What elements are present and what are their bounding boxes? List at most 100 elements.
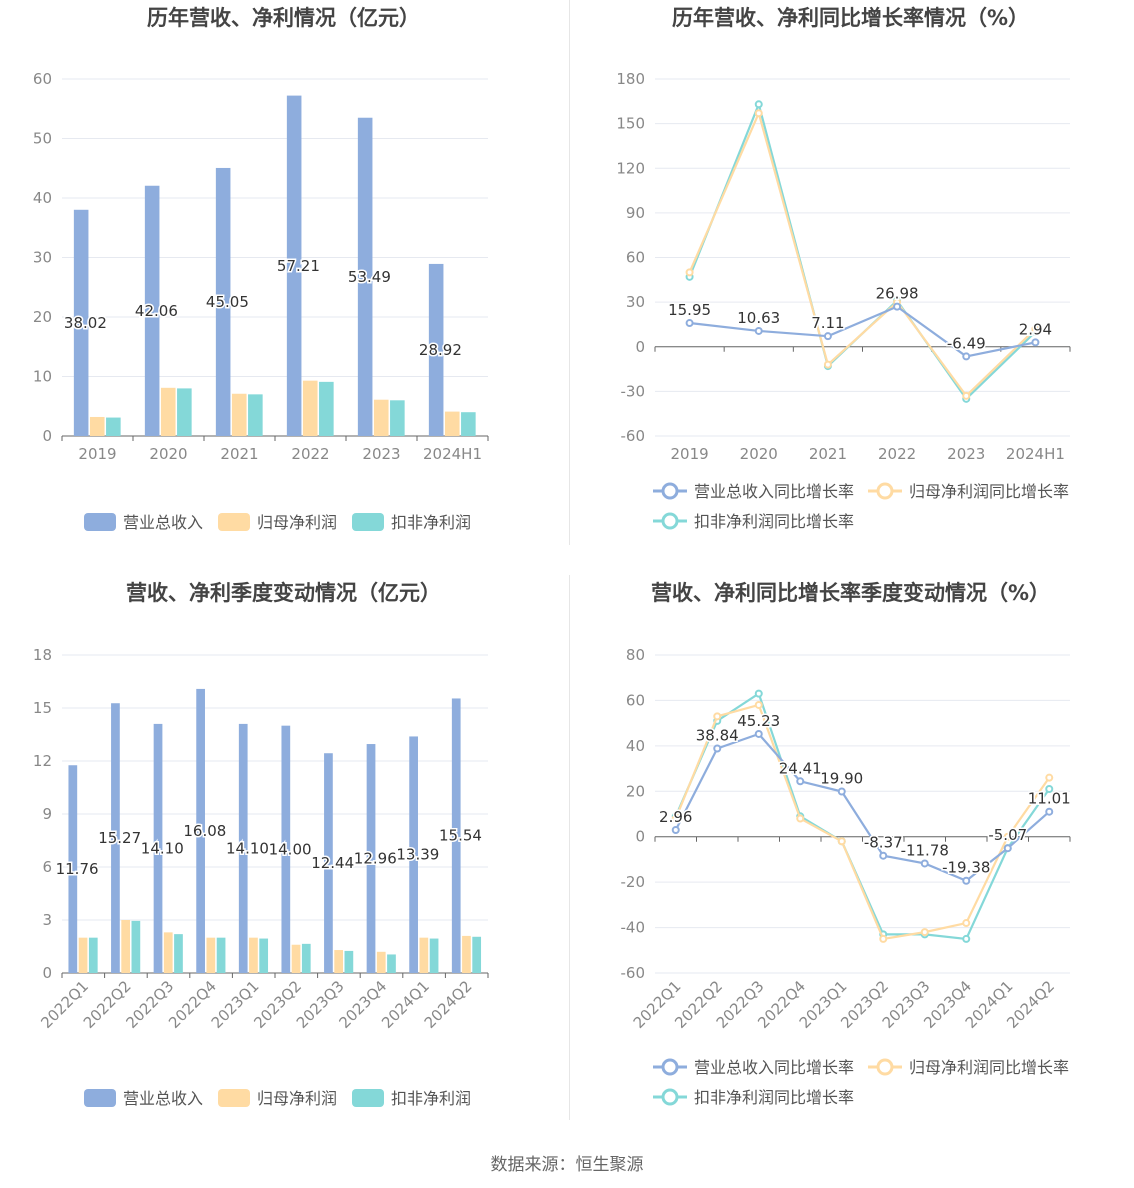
- y-tick-label: 90: [626, 204, 645, 222]
- legend-label: 营业总收入同比增长率: [694, 1058, 854, 1077]
- point-value-label: -19.38: [942, 859, 990, 877]
- bar: [196, 688, 205, 973]
- legend-swatch-marker: [661, 1088, 679, 1106]
- y-tick-label: 18: [33, 646, 52, 664]
- bar: [462, 935, 471, 973]
- bar: [302, 380, 318, 436]
- x-tick-label: 2022: [878, 445, 916, 463]
- bar-value-label: 15.27: [98, 829, 141, 847]
- point-value-label: 2.96: [659, 808, 692, 826]
- bar: [89, 416, 105, 436]
- data-point: [796, 777, 805, 786]
- bar-value-label: 14.00: [269, 840, 312, 858]
- y-tick-label: -30: [621, 382, 646, 400]
- annual-revenue-profit-chart: 0 10 20 30 40 50 60 2019 2020 2021 2022 2023 2024H1 3…: [33, 70, 489, 532]
- bar: [216, 937, 226, 973]
- y-tick-label: 12: [33, 752, 52, 770]
- y-tick-label: 50: [33, 130, 52, 148]
- bar: [324, 753, 333, 973]
- legend-swatch: [352, 1089, 384, 1107]
- bar: [248, 394, 263, 436]
- bottom-divider: [569, 575, 570, 1120]
- y-tick-label: 6: [42, 858, 52, 876]
- data-point: [962, 934, 971, 943]
- bar: [106, 417, 121, 436]
- x-tick-label: 2019: [670, 445, 708, 463]
- legend-label: 扣非净利润: [391, 513, 471, 532]
- legend-label: 营业总收入: [123, 513, 203, 532]
- data-point: [879, 851, 888, 860]
- y-tick-label: 20: [33, 308, 52, 326]
- data-point: [1045, 785, 1054, 794]
- data-point: [685, 268, 694, 277]
- legend-label: 归母净利润同比增长率: [909, 482, 1069, 501]
- legend-label: 营业总收入同比增长率: [694, 482, 854, 501]
- legend-label: 扣非净利润同比增长率: [694, 1088, 854, 1107]
- point-value-label: -8.37: [864, 834, 903, 852]
- y-tick-label: 80: [626, 646, 645, 664]
- data-point: [962, 352, 971, 361]
- x-tick-label: 2023: [362, 445, 400, 463]
- data-point: [962, 919, 971, 928]
- bar: [281, 725, 291, 973]
- legend-swatch-marker: [661, 482, 679, 500]
- y-tick-label: 20: [626, 782, 645, 800]
- data-point: [893, 302, 902, 311]
- bar: [73, 209, 89, 436]
- bar: [444, 411, 460, 436]
- bar: [451, 698, 461, 973]
- data-point: [920, 859, 929, 868]
- bar-value-label: 16.08: [183, 822, 226, 840]
- point-value-label: 45.23: [737, 712, 780, 730]
- legend-swatch-marker: [661, 1058, 679, 1076]
- bar: [121, 920, 131, 973]
- x-tick-label: 2024H1: [1006, 445, 1065, 463]
- bar: [144, 185, 160, 436]
- annual-growth-chart: -60 -30 0 30 60 90 120 150 180 2019 2020 2021 2022 20…: [616, 70, 1071, 531]
- x-tick-label: 2024Q2: [421, 977, 476, 1032]
- data-point: [1003, 844, 1012, 853]
- x-tick-label: 2020: [149, 445, 187, 463]
- data-point: [754, 689, 763, 698]
- legend-swatch: [352, 513, 384, 531]
- point-value-label: 19.90: [820, 770, 863, 788]
- y-tick-label: 40: [33, 189, 52, 207]
- data-point: [713, 712, 722, 721]
- chart-title: 营收、净利季度变动情况（亿元）: [126, 581, 441, 605]
- legend-swatch-marker: [661, 512, 679, 530]
- bar: [390, 400, 405, 436]
- y-tick-label: -40: [621, 919, 646, 937]
- data-point: [1031, 324, 1040, 333]
- point-value-label: 15.95: [668, 301, 711, 319]
- bar-value-label: 53.49: [348, 268, 391, 286]
- legend-swatch: [84, 513, 116, 531]
- bar: [286, 95, 302, 437]
- point-value-label: 24.41: [779, 759, 822, 777]
- series-line: [688, 109, 1037, 398]
- bar: [376, 951, 386, 973]
- bar: [131, 920, 141, 973]
- bar: [215, 167, 231, 436]
- bar: [357, 117, 373, 436]
- x-tick-label: 2021: [809, 445, 847, 463]
- bar-value-label: 11.76: [56, 860, 99, 878]
- bar: [344, 950, 354, 973]
- data-point: [823, 332, 832, 341]
- y-tick-label: -20: [621, 873, 646, 891]
- legend-swatch: [218, 1089, 250, 1107]
- bar: [419, 937, 429, 973]
- data-point: [796, 814, 805, 823]
- y-tick-label: 60: [626, 691, 645, 709]
- legend-swatch: [84, 1089, 116, 1107]
- bar: [387, 954, 396, 973]
- y-tick-label: -60: [621, 427, 646, 445]
- bar: [334, 950, 344, 973]
- legend-label: 归母净利润: [257, 1089, 337, 1108]
- y-tick-label: 10: [33, 368, 52, 386]
- bar: [160, 387, 176, 436]
- data-point: [1031, 338, 1040, 347]
- data-point: [671, 814, 680, 823]
- legend-swatch-marker: [876, 482, 894, 500]
- bar: [231, 393, 247, 436]
- annual-growth-panel: 历年营收、净利同比增长率情况（%） -60 -30 0 30 60 90 120 150 180…: [567, 0, 1134, 575]
